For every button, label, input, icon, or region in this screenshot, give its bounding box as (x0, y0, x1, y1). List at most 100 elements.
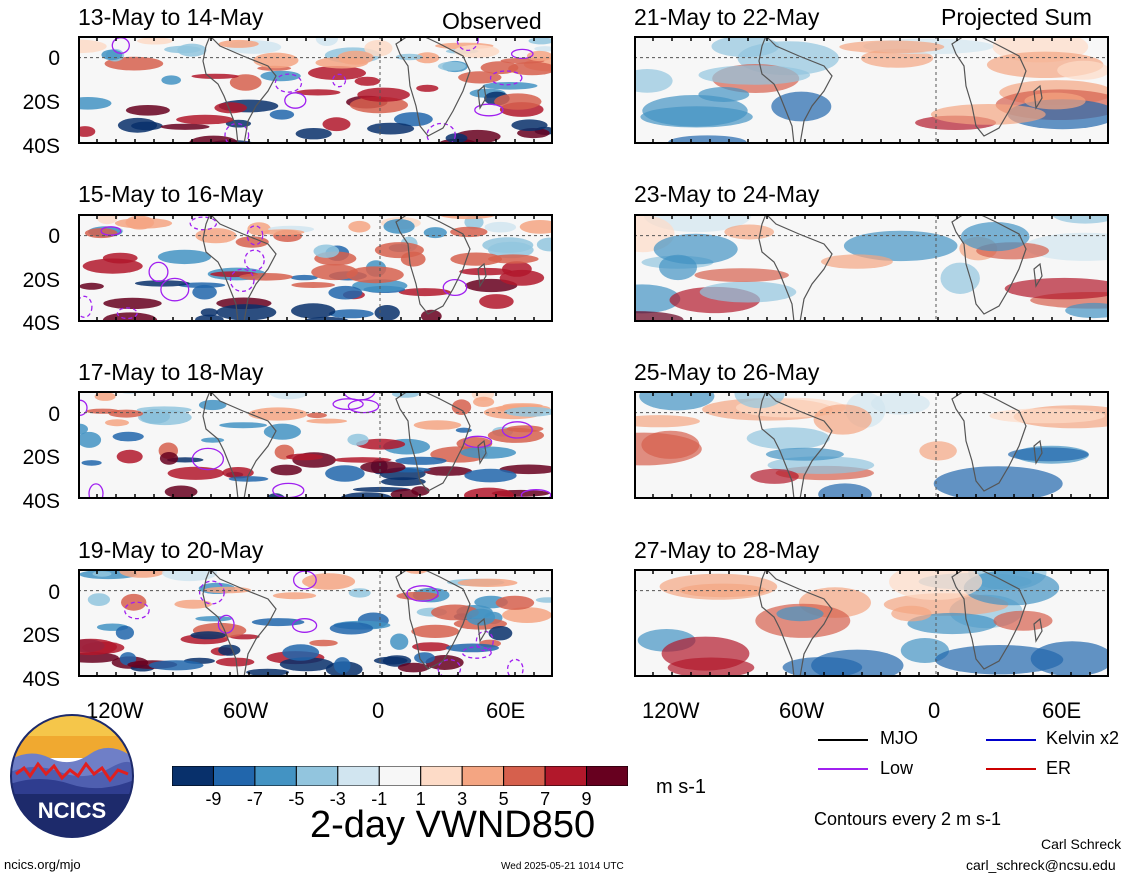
wind-anomaly-blob (933, 466, 1063, 499)
colorbar-swatch (461, 766, 505, 786)
wind-anomaly-blob (101, 49, 123, 61)
wind-anomaly-blob (200, 308, 218, 317)
wind-anomaly-blob (843, 230, 958, 262)
wind-anomaly-blob (286, 453, 323, 461)
wind-anomaly-blob (511, 119, 548, 131)
wind-anomaly-blob (148, 660, 204, 671)
wind-anomaly-blob (116, 449, 143, 464)
wind-anomaly-blob (162, 569, 218, 582)
wind-anomaly-blob (460, 446, 516, 459)
x-tick-60w: 60W (223, 698, 269, 723)
low-contour (510, 48, 534, 60)
colorbar-swatch (503, 766, 546, 786)
south-america-outline (202, 569, 277, 677)
madagascar-outline (1033, 262, 1043, 288)
africa-outline (951, 569, 1027, 670)
footer-site: ncics.org/mjo (4, 857, 81, 872)
wind-anomaly-blob (653, 233, 738, 265)
wind-anomaly-blob (963, 570, 1060, 606)
wind-anomaly-blob (534, 46, 553, 52)
low-contour (88, 483, 104, 499)
x-tick-60w: 60W (779, 698, 825, 723)
colorbar-label: -3 (329, 789, 346, 809)
x-tick-0: 0 (372, 698, 385, 723)
low-contour (520, 489, 552, 499)
wind-anomaly-blob (960, 222, 1030, 252)
panel-title-left-1: 13-May to 14-May (78, 4, 264, 30)
wind-anomaly-blob (364, 40, 393, 57)
wind-anomaly-blob (871, 392, 930, 415)
map-frame (634, 569, 1109, 677)
wind-anomaly-blob (367, 122, 415, 135)
wind-anomaly-blob (639, 391, 715, 411)
wind-anomaly-blob (251, 618, 305, 627)
wind-anomaly-blob (445, 133, 468, 143)
footer-timestamp: Wed 2025-05-21 1014 UTC (501, 861, 624, 872)
africa-outline (951, 391, 1027, 492)
wind-anomaly-blob (201, 437, 225, 443)
south-america-outline (758, 569, 833, 677)
africa-outline (951, 214, 1027, 315)
wind-anomaly-blob (315, 36, 338, 46)
wind-anomaly-blob (454, 44, 500, 58)
low-contour (456, 36, 479, 52)
panel-title-right-4: 27-May to 28-May (634, 537, 820, 563)
wind-anomaly-blob (423, 466, 472, 476)
wind-anomaly-blob (668, 135, 747, 144)
wind-anomaly-blob (78, 126, 96, 137)
low-contour (442, 278, 468, 297)
legend-label-kelvin: Kelvin x2 (1046, 728, 1120, 748)
y-tick-0: 0 (48, 47, 60, 70)
colorbar-swatch (544, 766, 588, 786)
wind-anomaly-blob (494, 93, 542, 110)
wind-anomaly-blob (78, 638, 117, 656)
wind-anomaly-blob (634, 415, 700, 428)
map-frame (634, 214, 1109, 322)
wind-anomaly-blob (699, 281, 797, 303)
low-contour (475, 630, 494, 652)
wind-anomaly-blob (381, 477, 426, 487)
wind-anomaly-blob (328, 285, 363, 300)
wind-anomaly-blob (117, 117, 158, 133)
wind-anomaly-blob (270, 464, 302, 476)
wind-anomaly-blob (930, 104, 1046, 125)
wind-anomaly-blob (767, 456, 875, 474)
wind-anomaly-blob (536, 237, 553, 252)
wind-anomaly-blob (504, 406, 553, 417)
wind-anomaly-blob (119, 652, 137, 666)
madagascar-outline (1033, 84, 1043, 110)
low-contour (426, 122, 456, 144)
wind-anomaly-blob (112, 431, 144, 442)
y-tick-40s: 40S (22, 135, 60, 158)
wind-anomaly-blob (634, 284, 681, 314)
low-contour (347, 399, 380, 414)
map-panel-right-3 (634, 391, 1109, 499)
legend-swatch-low (818, 768, 868, 770)
wind-anomaly-blob (161, 75, 181, 85)
y-tick-40s: 40S (22, 490, 60, 513)
low-contour (198, 580, 225, 605)
wind-anomaly-blob (502, 261, 532, 277)
wind-anomaly-blob (508, 61, 553, 76)
wind-anomaly-blob (907, 612, 997, 635)
wind-anomaly-blob (640, 106, 753, 128)
wind-anomaly-blob (437, 61, 466, 71)
colorbar (172, 766, 628, 786)
wind-anomaly-blob (308, 66, 366, 80)
wind-anomaly-blob (750, 468, 799, 484)
wind-anomaly-blob (360, 461, 406, 474)
y-tick-20s: 20S (22, 446, 60, 469)
wind-anomaly-blob (325, 465, 365, 482)
africa-outline (395, 569, 471, 670)
wind-anomaly-blob (138, 409, 192, 426)
low-contour (78, 295, 93, 318)
map-panel-left-1 (78, 36, 553, 144)
map-panel-left-4 (78, 569, 553, 677)
wind-anomaly-blob (159, 452, 179, 465)
wind-anomaly-blob (178, 282, 226, 288)
low-contour (191, 447, 225, 471)
wind-anomaly-blob (348, 588, 371, 598)
low-contour (160, 277, 190, 302)
wind-anomaly-blob (535, 597, 553, 603)
madagascar-outline (477, 262, 487, 288)
